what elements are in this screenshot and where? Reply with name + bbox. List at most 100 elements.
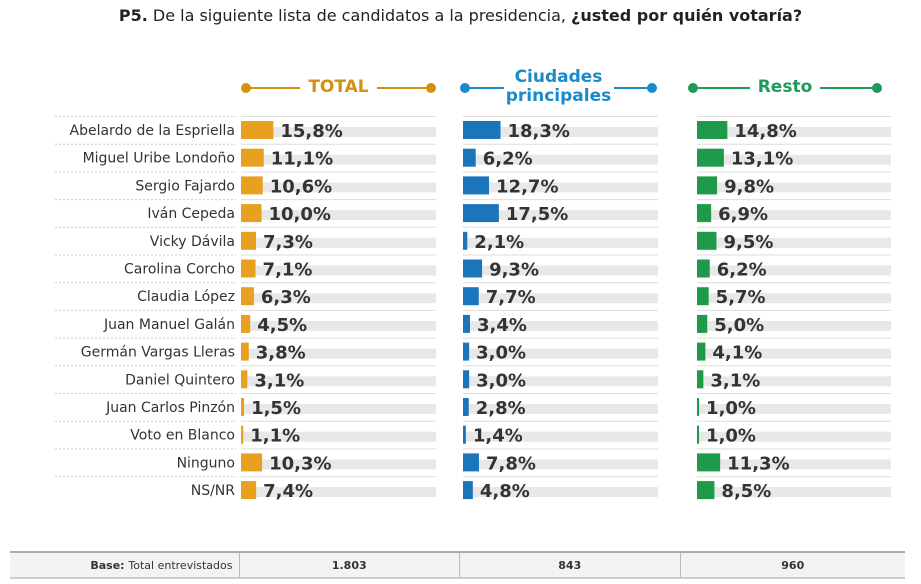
data-label: 7,8% [486,453,536,474]
bar-track [697,293,891,304]
bar-track [697,431,891,442]
data-label: 14,8% [734,121,796,142]
data-label: 12,7% [496,176,558,197]
series-label: Resto [749,77,821,97]
bar [463,176,490,195]
category-label: Claudia López [137,289,235,305]
bar-track [463,154,658,165]
bar [241,425,244,444]
bar [463,453,479,472]
bar-track [241,210,436,221]
bar [697,231,717,250]
bar [241,231,256,250]
category-label: Carolina Corcho [124,262,235,278]
data-label: 7,3% [263,232,313,253]
bar [241,398,245,416]
category-label: Abelardo de la Espriella [70,123,235,139]
bar-track [241,487,436,498]
bar [697,425,700,444]
bar [241,148,264,167]
bar-track [463,210,658,221]
data-label: 9,3% [489,260,539,281]
bar [463,148,476,167]
data-label: 1,1% [250,426,300,447]
bar [697,481,715,500]
bar [463,121,501,139]
base-resto: 960 [781,558,805,572]
data-label: 11,1% [271,149,333,170]
bar [241,259,256,278]
question-text: De la siguiente lista de candidatos a la… [147,6,572,25]
data-label: 3,1% [710,370,760,391]
bar [241,176,263,195]
category-label: Daniel Quintero [125,372,235,388]
bar-track [463,182,658,193]
bar [241,314,251,333]
base-label-cell: Base: Total entrevistados [10,553,240,577]
base-label: Base: [90,558,125,572]
category-label: NS/NR [191,483,236,499]
data-label: 7,7% [486,287,536,308]
data-label: 9,5% [723,232,773,253]
bar-track [463,320,658,331]
data-label: 7,1% [263,260,313,281]
bar [241,453,263,472]
bar [463,231,468,250]
bar [697,398,700,416]
category-label: Germán Vargas Lleras [81,345,235,361]
bar-track [463,237,658,248]
bar [463,342,470,361]
data-label: 10,3% [269,453,331,474]
base-ciudades: 843 [460,553,681,577]
data-label: 9,8% [724,176,774,197]
base-total: 1.803 [240,553,460,577]
bar-track [697,237,891,248]
bar-track [241,265,436,276]
data-label: 7,4% [263,481,313,502]
bar-track [463,431,658,442]
bar [241,342,249,361]
category-label: Iván Cepeda [147,206,235,222]
base-text: Total entrevistados [128,558,233,572]
data-label: 10,0% [269,204,331,225]
bar [697,453,721,472]
category-label: Vicky Dávila [150,234,235,250]
bar-track [241,237,436,248]
bar-track [241,293,436,304]
bar [241,287,254,306]
category-label: Juan Manuel Galán [103,317,235,333]
bar-track [241,320,436,331]
bar [241,204,262,223]
column-header-ciudades: Ciudades principales [460,66,657,108]
bar-track [463,127,658,137]
bar-track [241,182,436,193]
data-label: 3,1% [254,370,304,391]
data-label: 17,5% [506,204,568,225]
bar [697,121,728,139]
bar-track [697,348,891,359]
column-header-total: TOTAL [241,66,436,108]
data-label: 6,2% [717,260,767,281]
bar-track [697,376,891,387]
bar-track [697,320,891,331]
data-label: 8,5% [721,481,771,502]
bar [463,398,469,416]
category-label: Voto en Blanco [130,428,235,444]
data-label: 13,1% [731,149,793,170]
bar-track [463,459,658,470]
bar-track [241,348,436,359]
bar [241,121,274,139]
data-label: 4,5% [257,315,307,336]
data-label: 3,0% [476,370,526,391]
bar [697,204,712,223]
base-table: Base: Total entrevistados 1.803 843 960 [10,551,905,579]
data-label: 1,4% [473,426,523,447]
category-label: Sergio Fajardo [135,178,235,194]
data-label: 10,6% [270,176,332,197]
bar [241,370,248,389]
data-label: 1,0% [706,398,756,419]
bar-track [241,459,436,470]
bar [697,314,708,333]
data-label: 6,2% [483,149,533,170]
column-header-resto: Resto [688,66,882,108]
